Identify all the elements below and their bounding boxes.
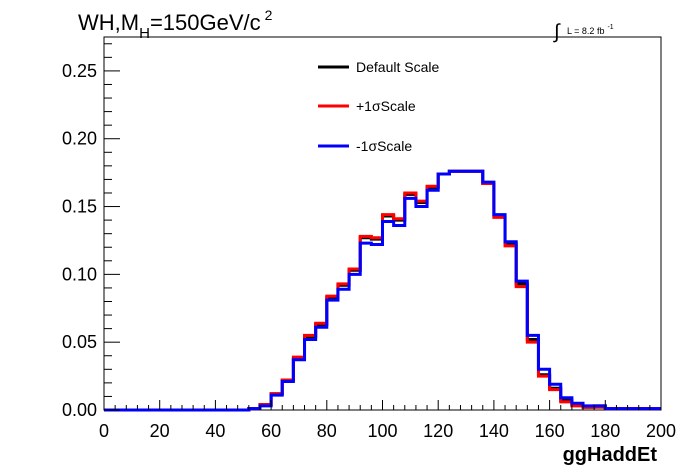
legend-label-default: Default Scale	[356, 59, 439, 75]
x-tick-label: 180	[590, 421, 620, 441]
y-tick-label: 0.20	[62, 129, 97, 149]
lumi-label: L = 8.2 fb -1	[567, 24, 614, 36]
series-line-1	[104, 169, 661, 412]
legend-label-plus1sigma: +1σScale	[356, 98, 416, 114]
x-tick-label: 40	[205, 421, 225, 441]
y-tick-label: 0.05	[62, 332, 97, 352]
y-tick-label: 0.00	[62, 400, 97, 420]
x-tick-label: 200	[646, 421, 676, 441]
legend-label-minus1sigma: -1σScale	[356, 138, 412, 154]
series-line-0	[104, 169, 661, 412]
chart-title: WH,MH=150GeV/c 2	[78, 7, 273, 42]
x-tick-label: 120	[423, 421, 453, 441]
series-line-2	[104, 169, 661, 412]
x-tick-label: 80	[317, 421, 337, 441]
x-tick-label: 100	[367, 421, 397, 441]
x-tick-label: 20	[150, 421, 170, 441]
x-tick-label: 60	[261, 421, 281, 441]
x-tick-label: 160	[535, 421, 565, 441]
y-tick-label: 0.25	[62, 61, 97, 81]
x-axis-label: ggHaddEt	[563, 444, 658, 466]
lumi-integral-symbol: ∫	[553, 21, 561, 43]
y-tick-label: 0.15	[62, 197, 97, 217]
series-layer	[104, 169, 661, 412]
x-tick-label: 140	[479, 421, 509, 441]
y-tick-label: 0.10	[62, 264, 97, 284]
axis-layer: 0 20 40 60 80 100 120 140 160 180 200 0.00 0.05 0.10 0…	[62, 43, 676, 441]
x-tick-label: 0	[99, 421, 109, 441]
legend: Default Scale +1σScale -1σScale	[318, 59, 439, 154]
